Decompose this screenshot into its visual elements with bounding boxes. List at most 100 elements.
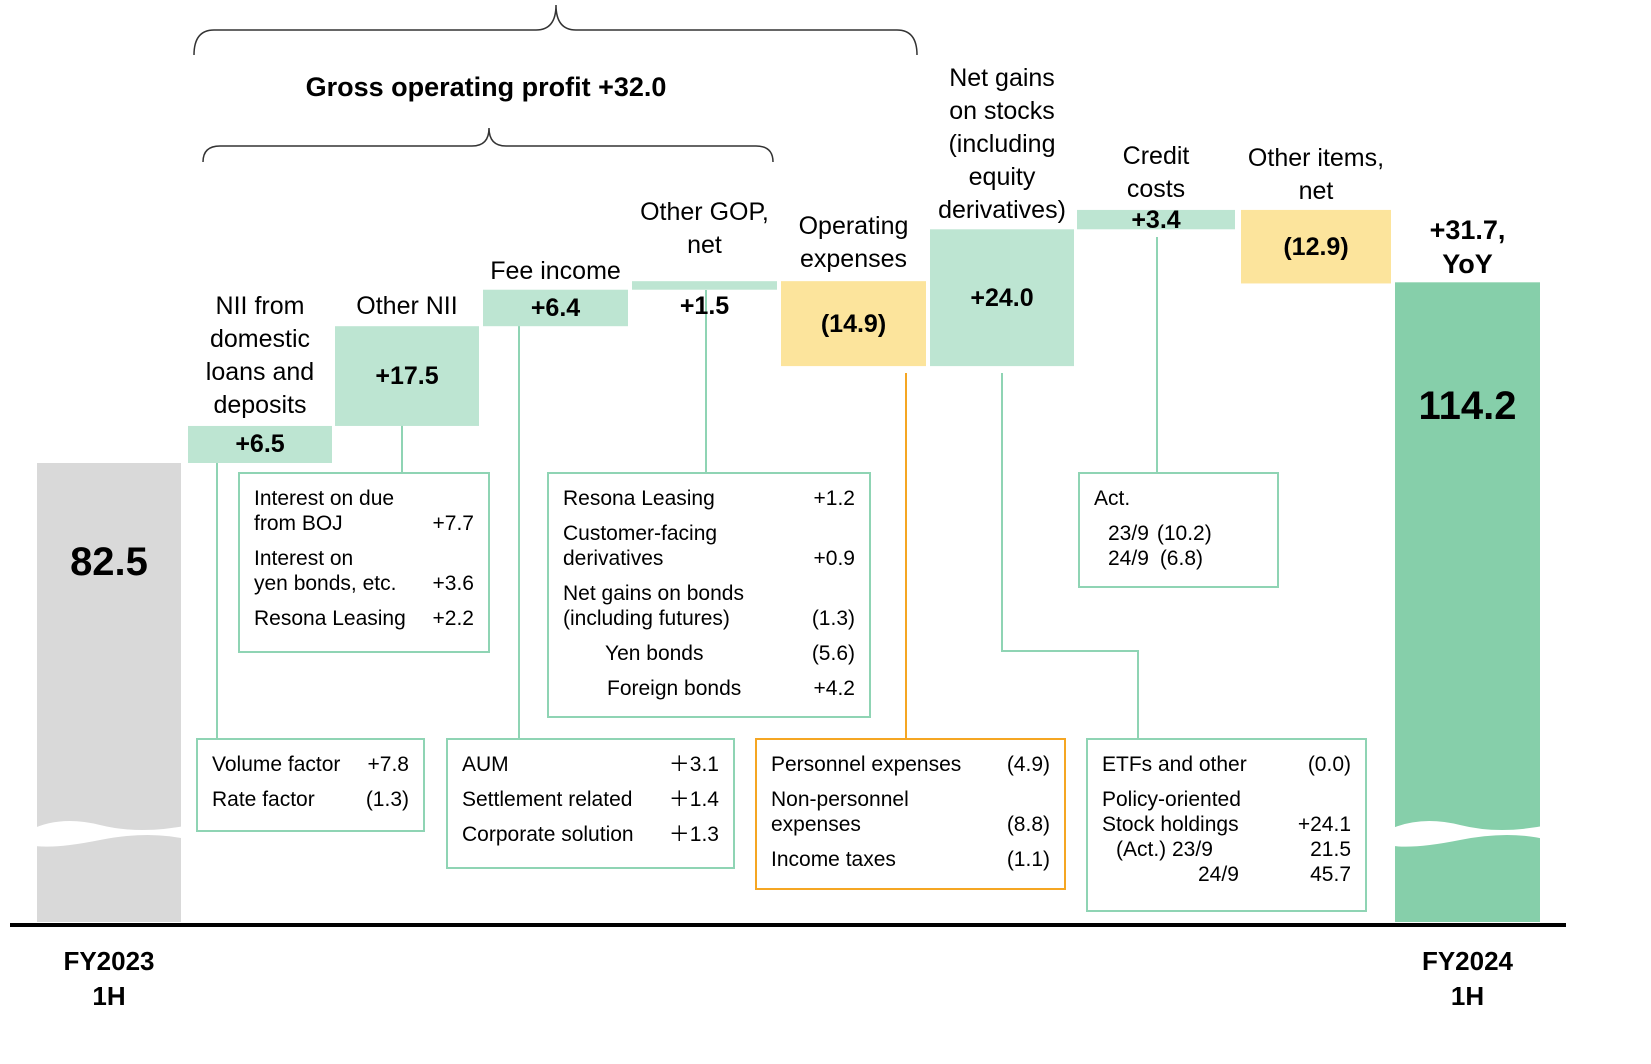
detail-value: 45.7 (1310, 863, 1351, 886)
bar (1395, 282, 1540, 922)
detail-label: Income taxes (771, 848, 896, 871)
value-label: +1.5 (679, 291, 730, 320)
value-label: 114.2 (1418, 384, 1517, 428)
value-label: (12.9) (1283, 232, 1349, 261)
detail-row: Personnel expenses (4.9) (771, 752, 1050, 777)
category-label: FY2023 1H (63, 946, 155, 1011)
detail-row: Foreign bonds +4.2 (563, 676, 855, 701)
detail-value: ＋3.1 (668, 753, 719, 776)
bar (188, 425, 332, 463)
outer-brace (193, 4, 918, 56)
detail-row: Resona Leasing +1.2 (563, 486, 855, 511)
detail-label: Corporate solution (462, 823, 634, 846)
detail-row: Settlement related ＋1.4 (462, 787, 719, 812)
detail-row: Volume factor +7.8 (212, 752, 409, 777)
detail-label: Foreign bonds (607, 677, 742, 700)
bar (1241, 209, 1391, 284)
annotation: +31.7, YoY (1429, 215, 1506, 279)
axis-break (1388, 821, 1548, 847)
detail-label: ETFs and other (1102, 753, 1247, 776)
category-label: Other GOP, net (640, 198, 769, 259)
detail-row: 24/9 (6.8) (1094, 546, 1263, 571)
detail-row: Yen bonds (5.6) (563, 641, 855, 666)
detail-label: AUM (462, 753, 509, 776)
detail-row: 23/9 (10.2) (1094, 521, 1263, 546)
detail-value: +7.8 (367, 753, 409, 776)
bar (37, 463, 181, 922)
detail-value: +3.6 (432, 572, 474, 595)
bar (483, 289, 628, 327)
detail-label: Settlement related (462, 788, 633, 811)
value-label: +6.5 (235, 430, 285, 459)
detail-value: (1.3) (365, 788, 409, 811)
category-label: Fee income (490, 257, 621, 285)
annotation: Gross operating profit +32.0 (305, 72, 667, 102)
value-label: +6.4 (530, 293, 581, 322)
detail-row: Rate factor (1.3) (212, 787, 409, 812)
detail-box: Interest on due from BOJ +7.7 Interest on … (238, 472, 490, 653)
detail-row: Net gains on bonds (including futures) (1… (563, 581, 855, 631)
value-label: +24.0 (970, 283, 1034, 312)
connector (1001, 373, 1139, 738)
detail-label: Personnel expenses (771, 753, 962, 776)
detail-value: +2.2 (432, 607, 474, 630)
detail-value: (0.0) (1307, 753, 1351, 776)
detail-row: Act. (1094, 486, 1263, 511)
detail-value: (1.3) (811, 607, 855, 630)
detail-value: +7.7 (432, 512, 474, 535)
detail-value: +0.9 (813, 547, 855, 570)
detail-value: (8.8) (1006, 813, 1050, 836)
detail-value: (10.2) (1156, 522, 1212, 545)
detail-box: AUM ＋3.1 Settlement related ＋1.4 Corporate s… (446, 738, 735, 869)
category-label: FY2024 1H (1421, 946, 1514, 1011)
category-label: Net gains on stocks (including equity de… (938, 64, 1066, 224)
value-label: 82.5 (70, 540, 148, 584)
detail-value: ＋1.3 (668, 823, 719, 846)
detail-label: 24/9 (1108, 547, 1149, 570)
bar (1077, 209, 1235, 230)
detail-row: Policy-oriented Stock holdings +24.1 (1102, 787, 1351, 837)
detail-label: Policy-oriented Stock holdings (1102, 788, 1241, 836)
detail-label: Interest on due from BOJ (254, 487, 395, 535)
bar (781, 281, 926, 367)
detail-value: ＋1.4 (668, 788, 719, 811)
detail-row: Income taxes (1.1) (771, 847, 1050, 872)
bar (632, 281, 777, 290)
detail-box: Volume factor +7.8 Rate factor (1.3) (196, 738, 425, 832)
detail-value: +1.2 (813, 487, 855, 510)
detail-box: Personnel expenses (4.9) Non-personnel exp… (755, 738, 1066, 890)
connectors (216, 237, 1158, 738)
detail-value: (5.6) (811, 642, 855, 665)
detail-label: Non-personnel expenses (771, 788, 909, 836)
detail-value: 21.5 (1310, 838, 1351, 861)
category-label: NII from domestic loans and deposits (205, 292, 315, 419)
bar (930, 229, 1074, 367)
detail-value: (4.9) (1006, 753, 1050, 776)
detail-row: 24/9 45.7 (1102, 862, 1351, 887)
category-label: Credit costs (1122, 142, 1190, 203)
detail-label: Resona Leasing (563, 487, 715, 510)
bar (335, 326, 479, 426)
detail-row: Resona Leasing +2.2 (254, 606, 474, 631)
detail-value: (6.8) (1159, 547, 1203, 570)
detail-label: Yen bonds (605, 642, 704, 665)
detail-box: Act. 23/9 (10.2) 24/9 (6.8) (1078, 472, 1279, 588)
detail-value: +4.2 (813, 677, 855, 700)
detail-box: ETFs and other (0.0) Policy-oriented Stock… (1086, 738, 1367, 912)
detail-label: Rate factor (212, 788, 315, 811)
inner-brace (202, 127, 774, 163)
detail-row: AUM ＋3.1 (462, 752, 719, 777)
value-label: +17.5 (375, 362, 439, 391)
value-label: +3.4 (1131, 205, 1181, 234)
detail-value: +24.1 (1297, 813, 1351, 836)
detail-label: Volume factor (212, 753, 341, 776)
detail-row: (Act.) 23/9 21.5 (1102, 837, 1351, 862)
detail-row: Corporate solution ＋1.3 (462, 822, 719, 847)
category-label: Other NII (356, 292, 458, 320)
category-label: Operating expenses (798, 212, 909, 273)
detail-label: Interest on yen bonds, etc. (254, 547, 397, 595)
category-label: Other items, net (1247, 144, 1385, 205)
detail-label: 24/9 (1198, 863, 1239, 886)
detail-row: Interest on yen bonds, etc. +3.6 (254, 546, 474, 596)
